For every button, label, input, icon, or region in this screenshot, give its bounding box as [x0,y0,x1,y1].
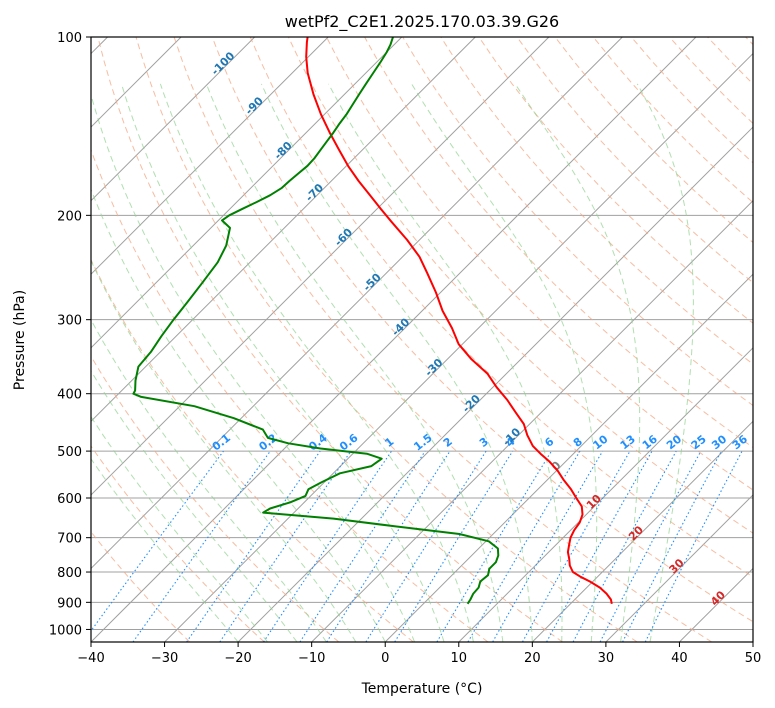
mixing-ratio-line [263,450,392,642]
dry-adiabat-line [211,37,753,623]
dry-adiabat-line [173,37,713,642]
temperature-trace [305,37,613,605]
isotherm-line [164,52,753,642]
mixing-ratio-line [299,450,426,642]
moist-adiabat-line [159,83,474,642]
moist-adiabat-line [636,83,694,642]
moist-adiabat-line [328,83,563,642]
isotherm-line [237,126,753,642]
mixing-ratio-line [132,450,271,642]
mixing-ratio-line [326,450,451,642]
moist-adiabat-line [91,259,357,642]
y-tick-label: 700 [57,532,82,547]
isotherm-line [605,494,753,642]
plot-frame [90,36,754,643]
y-tick-label: 800 [57,566,82,581]
moist-adiabat-line [91,415,268,642]
dry-adiabat-line [97,37,563,642]
x-tick-label: 10 [451,651,468,666]
moist-adiabat-line [91,457,239,642]
x-tick-label: −40 [77,651,104,666]
chart-title: wetPf2_C2E1.2025.170.03.39.G26 [285,12,559,32]
mixing-ratio-line [91,450,224,632]
isotherm-line [91,37,329,275]
dry-adiabat-line [287,37,753,534]
dry-adiabat-line [249,37,753,578]
x-tick-label: 20 [524,651,541,666]
isotherm-line [531,420,753,642]
isotherm-line [91,37,697,642]
dewpoint-trace [132,37,500,605]
moist-adiabat-line [91,188,386,642]
moist-adiabat-line [121,83,445,642]
x-tick-label: −30 [151,651,178,666]
y-tick-label: 100 [57,31,82,46]
isotherm-line [91,37,550,496]
dry-adiabat-line [91,355,340,642]
x-tick-label: 40 [671,651,688,666]
moist-adiabat-line [260,83,533,642]
x-axis-label: Temperature (°C) [361,681,483,697]
y-tick-label: 600 [57,492,82,507]
mixing-ratio-line [644,450,743,642]
mixing-ratio-line [186,450,321,642]
isotherm-line [91,37,623,570]
dry-adiabat-line [326,37,753,491]
moist-adiabat-line [411,83,598,642]
isotherm-line [458,347,753,642]
y-tick-label: 400 [57,388,82,403]
y-tick-label: 300 [57,314,82,329]
isotherm-line [91,37,476,423]
y-axis-label: Pressure (hPa) [12,290,28,390]
isotherm-line [91,37,403,349]
mixing-ratio-line [522,450,631,642]
dry-adiabat-line [135,37,638,642]
x-tick-label: −20 [224,651,251,666]
x-tick-label: 30 [598,651,615,666]
moist-adiabat-line [205,83,504,642]
moist-adiabat-line [91,93,416,642]
y-tick-label: 900 [57,596,82,611]
y-tick-label: 200 [57,209,82,224]
x-tick-label: −10 [298,651,325,666]
y-tick-label: 500 [57,445,82,460]
moist-adiabat-line [91,318,327,642]
x-tick-label: 0 [381,651,389,666]
mixing-ratio-line [572,450,677,642]
y-tick-label: 1000 [49,623,82,638]
mixing-ratio-line [394,450,514,642]
mixing-ratio-line [546,450,653,642]
moist-adiabat-line [91,369,298,642]
isotherm-line [91,37,256,202]
dry-adiabat-line [91,258,414,642]
dry-adiabat-line [91,445,265,642]
mixing-ratio-line [219,450,352,642]
x-tick-label: 50 [745,651,762,666]
moist-adiabat-line [514,83,641,642]
